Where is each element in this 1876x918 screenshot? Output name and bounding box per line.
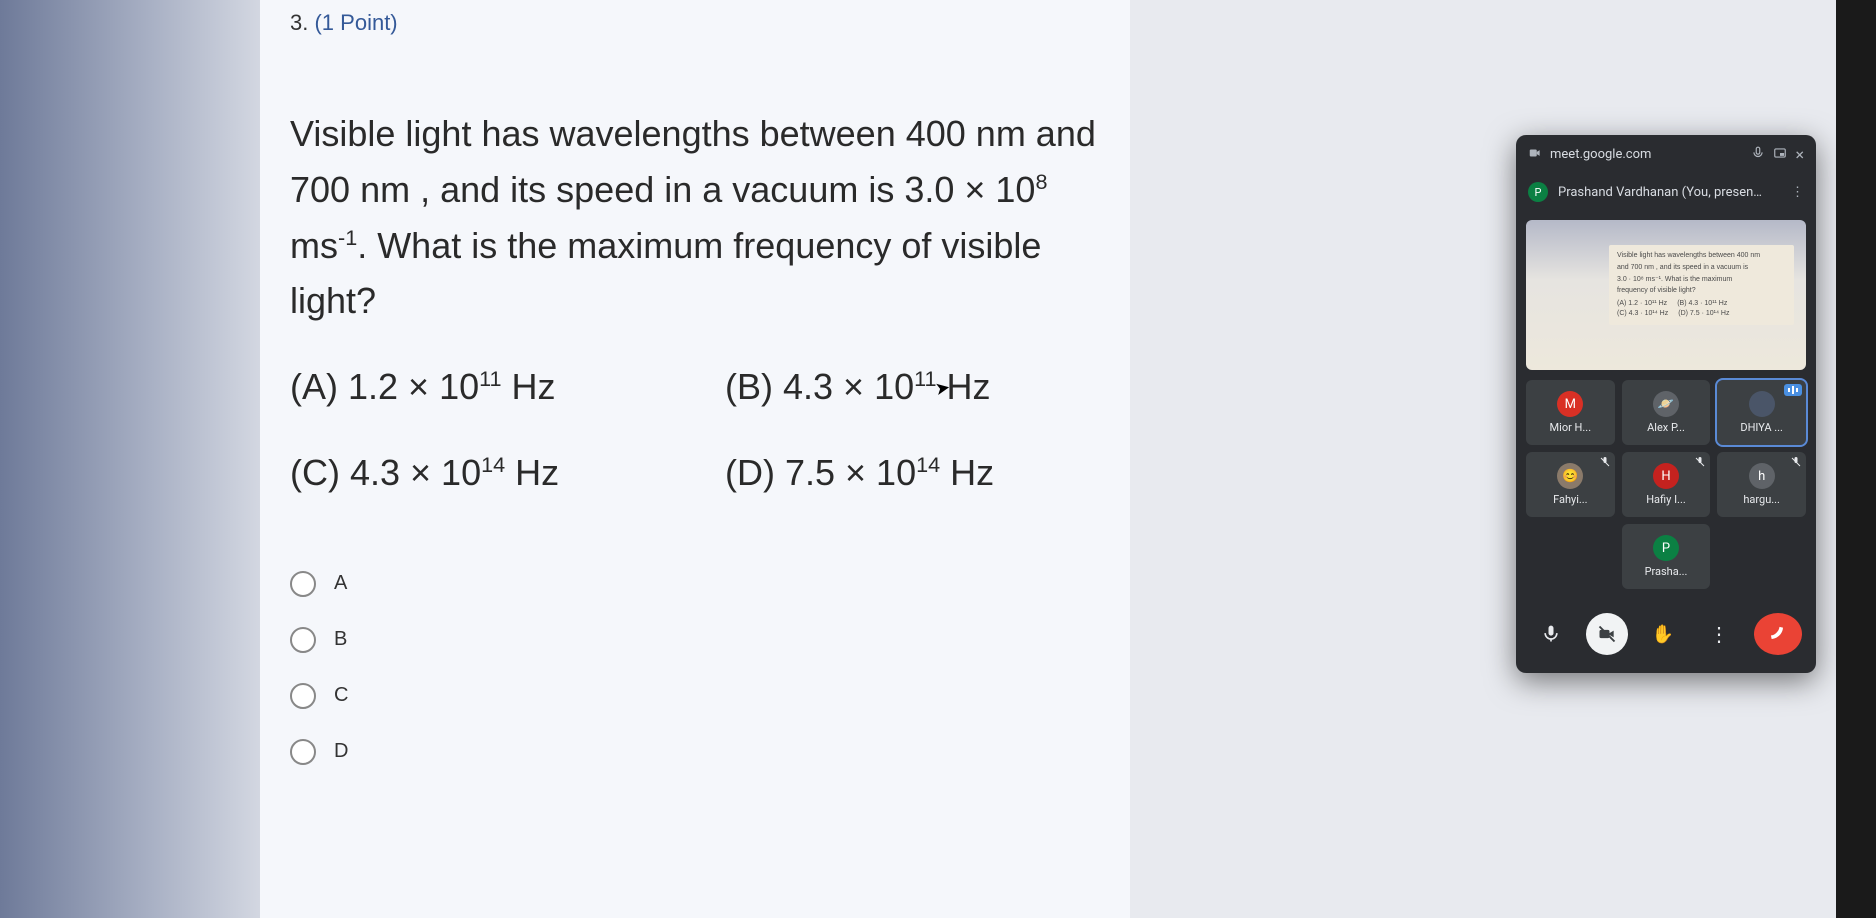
answer-choices: A B C D (290, 571, 1100, 765)
close-icon[interactable]: × (1795, 145, 1804, 164)
participant-tile[interactable]: DHIYA ... (1717, 380, 1806, 445)
end-call-button[interactable] (1754, 613, 1802, 655)
meet-logo-icon (1528, 146, 1542, 163)
option-d: (D) 7.5 × 1014 Hz (725, 445, 1100, 501)
answer-label: B (334, 628, 347, 651)
avatar: P (1653, 535, 1679, 561)
answer-label: A (334, 572, 347, 595)
pip-icon[interactable] (1773, 146, 1787, 164)
meet-presenter-row[interactable]: P Prashand Vardhanan (You, presen… ⋮ (1516, 174, 1816, 214)
meet-controls: ✋ ⋮ (1516, 599, 1816, 673)
thumb-inner: Visible light has wavelengths between 40… (1609, 245, 1794, 325)
more-icon[interactable]: ⋮ (1791, 185, 1804, 200)
option-c: (C) 4.3 × 1014 Hz (290, 445, 665, 501)
answer-b[interactable]: B (290, 627, 1100, 653)
google-meet-overlay[interactable]: meet.google.com × P Prashand Vardhanan (… (1516, 135, 1816, 673)
question-header: 3. (1 Point) (290, 0, 1100, 36)
participant-name: Mior H... (1550, 421, 1592, 434)
muted-icon (1694, 456, 1706, 471)
avatar: H (1653, 463, 1679, 489)
presenter-name: Prashand Vardhanan (You, presen… (1558, 185, 1781, 200)
radio-icon[interactable] (290, 571, 316, 597)
question-points: (1 Point) (314, 10, 397, 35)
participant-tile[interactable]: h hargu... (1717, 452, 1806, 517)
option-b: (B) 4.3 × 1011 Hz (725, 359, 1100, 415)
radio-icon[interactable] (290, 739, 316, 765)
participant-name: Hafiy I... (1646, 493, 1686, 506)
participant-tile[interactable]: H Hafiy I... (1622, 452, 1711, 517)
participant-tile[interactable]: 😊 Fahyi... (1526, 452, 1615, 517)
participant-tile[interactable]: P Prasha... (1622, 524, 1711, 589)
avatar: 🪐 (1653, 391, 1679, 417)
participant-name: Prasha... (1645, 565, 1688, 578)
participant-tile[interactable]: 🪐 Alex P... (1622, 380, 1711, 445)
question-text: Visible light has wavelengths between 40… (290, 106, 1100, 329)
answer-d[interactable]: D (290, 739, 1100, 765)
quiz-panel: 3. (1 Point) Visible light has wavelengt… (260, 0, 1130, 918)
screen-edge (1836, 0, 1876, 918)
avatar (1749, 391, 1775, 417)
speaking-icon (1784, 384, 1802, 396)
muted-icon (1790, 456, 1802, 471)
screen-share-thumbnail[interactable]: Visible light has wavelengths between 40… (1526, 220, 1806, 370)
participant-tiles: M Mior H... 🪐 Alex P... DHIYA ... 😊 Fahyi... HH… (1516, 380, 1816, 599)
avatar: M (1557, 391, 1583, 417)
presenter-avatar: P (1528, 182, 1548, 202)
answer-label: D (334, 740, 348, 763)
raise-hand-button[interactable]: ✋ (1642, 613, 1684, 655)
answer-label: C (334, 684, 348, 707)
participant-name: Alex P... (1647, 421, 1685, 434)
radio-icon[interactable] (290, 683, 316, 709)
mic-status-icon[interactable] (1751, 146, 1765, 164)
meet-url: meet.google.com (1550, 147, 1743, 162)
options-grid: (A) 1.2 × 1011 Hz (B) 4.3 × 1011 Hz (C) … (290, 359, 1100, 501)
participant-name: hargu... (1743, 493, 1780, 506)
question-block: Visible light has wavelengths between 40… (290, 106, 1100, 501)
more-options-button[interactable]: ⋮ (1698, 613, 1740, 655)
muted-icon (1599, 456, 1611, 471)
question-number: 3. (290, 10, 308, 35)
participant-name: Fahyi... (1553, 493, 1588, 506)
mic-button[interactable] (1530, 613, 1572, 655)
participant-name: DHIYA ... (1740, 421, 1783, 434)
option-a: (A) 1.2 × 1011 Hz (290, 359, 665, 415)
participant-tile[interactable]: M Mior H... (1526, 380, 1615, 445)
answer-a[interactable]: A (290, 571, 1100, 597)
answer-c[interactable]: C (290, 683, 1100, 709)
camera-off-button[interactable] (1586, 613, 1628, 655)
avatar: 😊 (1557, 463, 1583, 489)
radio-icon[interactable] (290, 627, 316, 653)
meet-header: meet.google.com × (1516, 135, 1816, 174)
avatar: h (1749, 463, 1775, 489)
